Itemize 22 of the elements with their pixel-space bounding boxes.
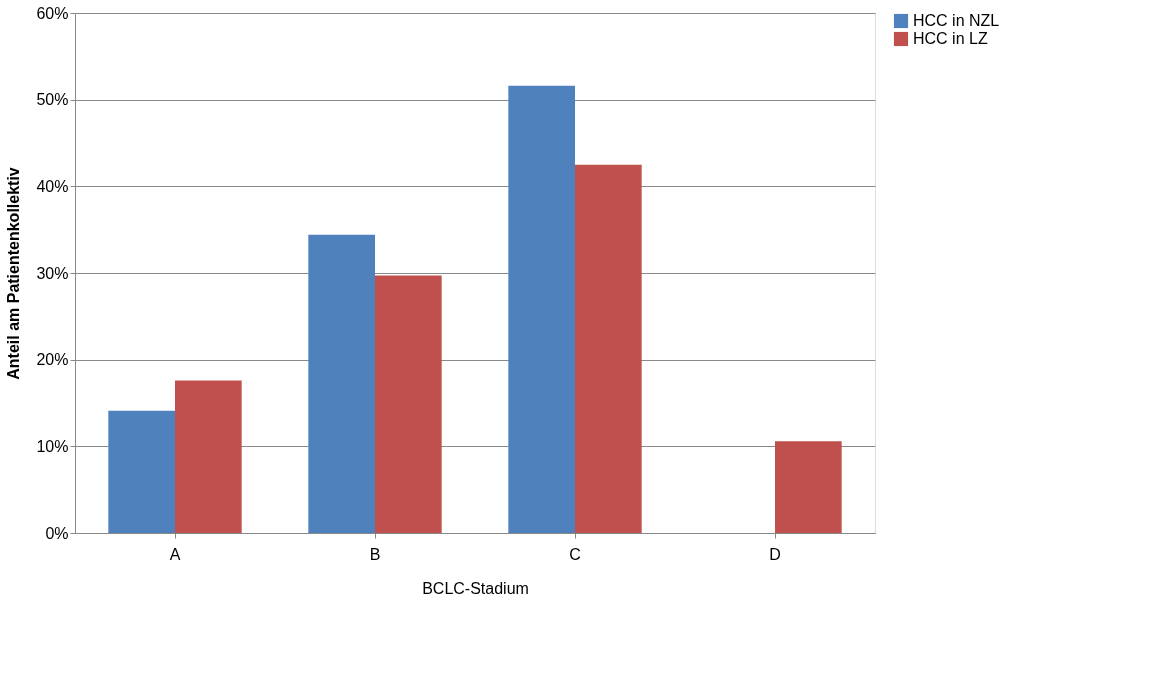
y-axis-title: Anteil am Patientenkollektiv bbox=[5, 167, 23, 380]
y-tick-label: 60% bbox=[36, 4, 69, 22]
y-tick-label: 10% bbox=[36, 437, 69, 455]
bar bbox=[508, 85, 575, 533]
x-tick-label: C bbox=[569, 545, 581, 563]
x-tick-label: B bbox=[369, 545, 381, 563]
y-tick-label: 0% bbox=[45, 524, 69, 542]
y-tick-label: 50% bbox=[36, 91, 69, 109]
bar bbox=[575, 164, 642, 533]
bar bbox=[308, 234, 375, 533]
x-tick-label: A bbox=[169, 545, 181, 563]
y-tick-label: 30% bbox=[36, 264, 69, 282]
y-tick-label: 40% bbox=[36, 177, 69, 195]
legend-label: HCC in NZL bbox=[913, 12, 1000, 29]
y-tick-label: 20% bbox=[36, 351, 69, 369]
bar bbox=[375, 275, 442, 533]
bar bbox=[175, 380, 242, 533]
x-axis-title: BCLC-Stadium bbox=[422, 579, 529, 597]
legend-label: HCC in LZ bbox=[913, 30, 988, 47]
x-tick-label: D bbox=[769, 545, 781, 563]
bar bbox=[775, 441, 842, 533]
bar bbox=[108, 410, 175, 533]
